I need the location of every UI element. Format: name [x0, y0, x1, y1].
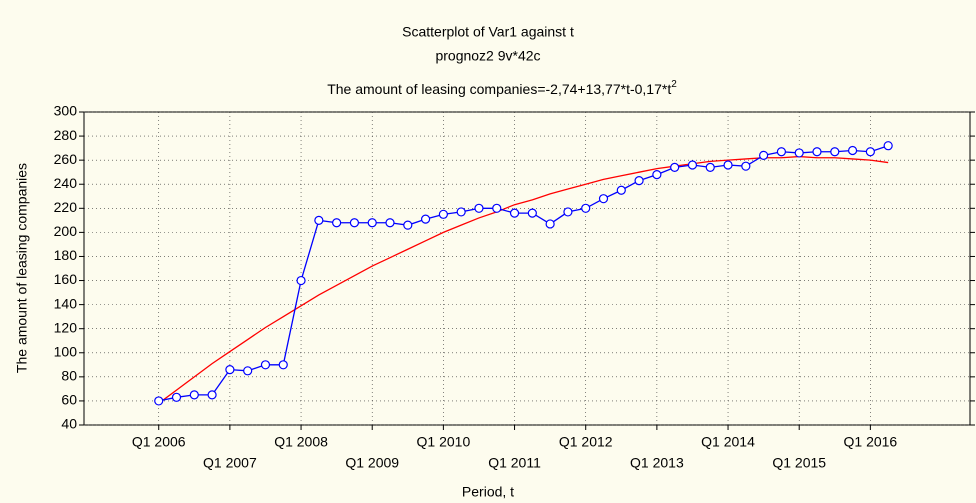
data-point: [492, 203, 502, 213]
data-point: [581, 203, 591, 213]
x-tick-label: Q1 2010: [417, 434, 471, 450]
data-point: [456, 207, 466, 217]
data-point: [403, 220, 413, 230]
equation-text: The amount of leasing companies=-2,74+13…: [327, 81, 671, 97]
data-point: [243, 366, 253, 376]
data-point: [171, 392, 182, 402]
data-point: [527, 208, 537, 218]
y-tick-label: 60: [61, 392, 77, 408]
data-point: [438, 209, 448, 219]
data-point: [545, 219, 555, 229]
data-point: [154, 396, 164, 406]
chart-title: Scatterplot of Var1 against t: [402, 24, 574, 40]
y-tick-label: 220: [54, 199, 78, 215]
x-tick-label: Q1 2007: [203, 455, 257, 471]
chart-subtitle: prognoz2 9v*42c: [435, 48, 540, 64]
data-point: [367, 218, 377, 228]
data-point: [278, 360, 288, 370]
x-tick-label: Q1 2011: [488, 455, 541, 471]
data-point: [705, 162, 715, 172]
y-tick-label: 180: [54, 247, 78, 263]
x-tick-label: Q1 2016: [844, 434, 898, 450]
data-point: [385, 218, 395, 228]
y-axis-label: The amount of leasing companies: [14, 163, 30, 373]
data-point: [420, 214, 431, 224]
x-tick-label: Q1 2013: [630, 455, 684, 471]
data-point: [776, 147, 787, 157]
y-tick-label: 160: [54, 271, 78, 287]
data-point: [563, 207, 573, 217]
y-tick-label: 140: [54, 295, 78, 311]
y-tick-label: 280: [54, 127, 78, 143]
y-tick-label: 200: [54, 223, 78, 239]
data-point: [865, 147, 875, 157]
data-point: [741, 161, 751, 171]
data-point: [260, 360, 271, 370]
data-point: [830, 147, 840, 157]
data-point: [207, 390, 217, 400]
data-point: [349, 218, 360, 228]
data-point: [634, 176, 644, 186]
data-point: [812, 147, 822, 157]
y-tick-label: 100: [54, 343, 78, 359]
y-tick-label: 120: [54, 319, 78, 335]
data-point: [616, 185, 626, 195]
x-tick-label: Q1 2008: [274, 434, 328, 450]
data-point: [474, 203, 484, 213]
data-point: [509, 208, 520, 218]
equation-superscript: 2: [671, 79, 677, 90]
data-point: [332, 218, 342, 228]
y-tick-label: 40: [61, 416, 77, 432]
y-tick-label: 240: [54, 175, 78, 191]
data-point: [225, 365, 235, 375]
x-tick-label: Q1 2006: [132, 434, 186, 450]
data-point: [598, 194, 609, 204]
x-axis-label: Period, t: [462, 484, 514, 500]
y-tick-label: 80: [61, 368, 77, 384]
data-point: [652, 170, 662, 180]
x-tick-label: Q1 2009: [345, 455, 399, 471]
data-point: [670, 162, 680, 172]
y-tick-label: 260: [54, 151, 78, 167]
data-point: [794, 148, 804, 158]
x-tick-label: Q1 2014: [701, 434, 755, 450]
plot-area: [83, 111, 971, 426]
data-point: [847, 145, 858, 156]
data-point: [723, 160, 733, 170]
x-tick-label: Q1 2015: [772, 455, 826, 471]
data-point: [314, 215, 324, 225]
data-point: [687, 160, 698, 170]
equation: The amount of leasing companies=-2,74+13…: [327, 79, 677, 97]
y-tick-label: 300: [54, 103, 78, 119]
x-tick-label: Q1 2012: [559, 434, 613, 450]
data-point: [759, 150, 769, 160]
data-point: [883, 141, 893, 151]
data-point: [189, 390, 199, 400]
data-point: [296, 275, 306, 286]
